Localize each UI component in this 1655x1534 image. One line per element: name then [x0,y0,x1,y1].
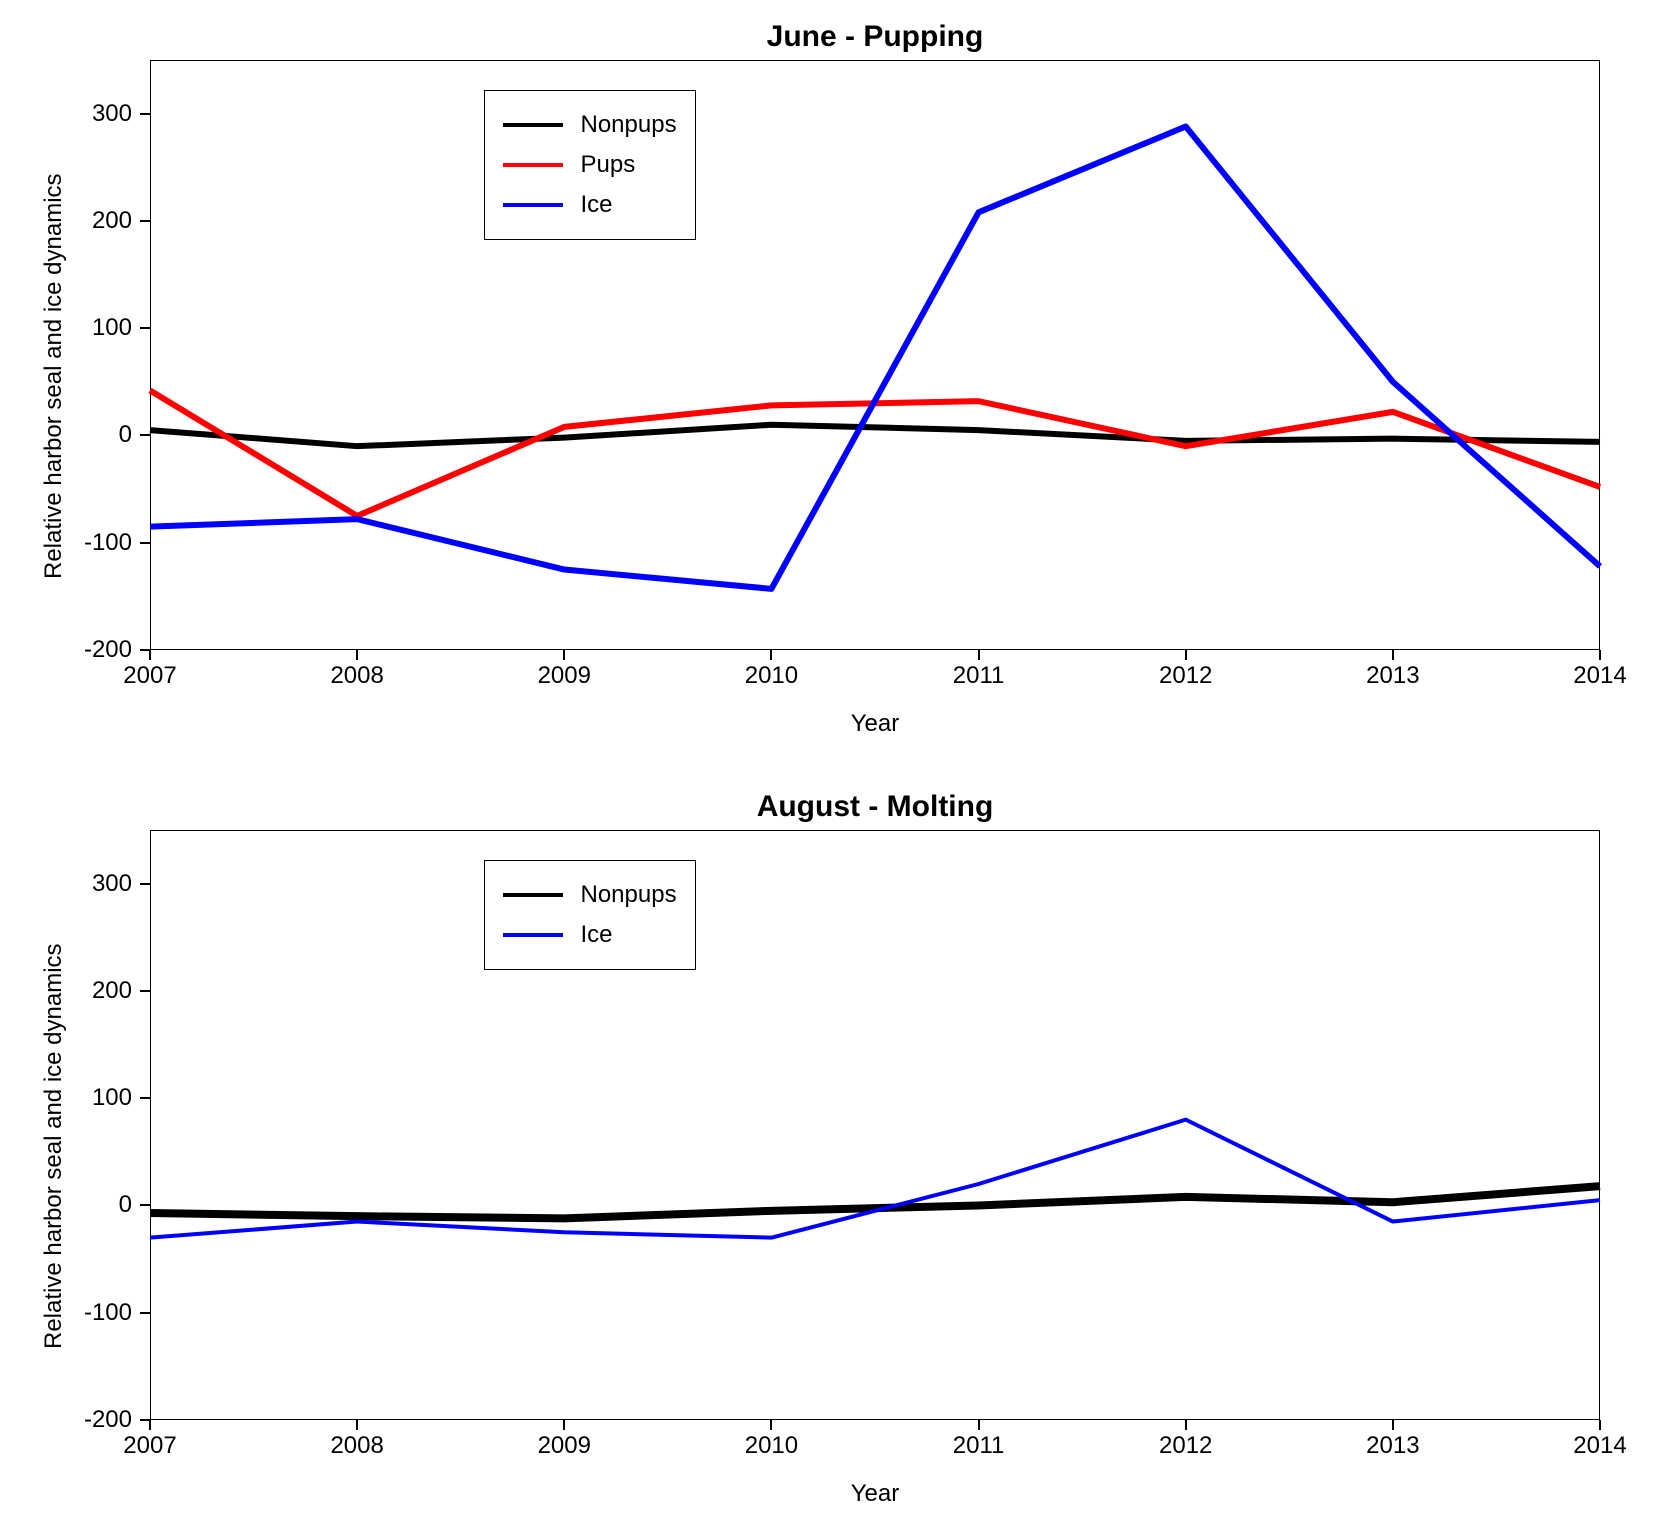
x-tick [563,650,565,660]
x-tick [563,1420,565,1430]
x-tick-label: 2010 [745,662,798,690]
x-tick [978,1420,980,1430]
y-tick-label: -200 [52,1406,132,1434]
y-tick [140,990,150,992]
legend-label: Nonpups [581,881,677,909]
y-tick-label: 300 [52,100,132,128]
y-tick [140,220,150,222]
x-tick [356,650,358,660]
x-tick-label: 2014 [1573,662,1626,690]
legend-top: Nonpups Pups Ice [484,90,696,240]
x-tick [1392,650,1394,660]
legend-item: Nonpups [503,105,677,145]
x-tick [356,1420,358,1430]
legend-label: Nonpups [581,111,677,139]
legend-swatch [503,893,563,897]
x-axis-title-top: Year [150,710,1600,738]
x-tick [770,1420,772,1430]
x-tick-label: 2013 [1366,662,1419,690]
y-tick [140,1312,150,1314]
series-nonpups [150,1186,1600,1218]
y-tick-label: -200 [52,636,132,664]
x-tick [1185,1420,1187,1430]
y-tick [140,883,150,885]
x-tick-label: 2009 [538,662,591,690]
x-tick-label: 2008 [330,1432,383,1460]
y-tick [140,1204,150,1206]
legend-item: Pups [503,145,677,185]
x-tick-label: 2007 [123,1432,176,1460]
x-tick [1392,1420,1394,1430]
legend-bottom: Nonpups Ice [484,860,696,970]
panel-bottom: August - Molting-200-1000100200300200720… [150,830,1600,1420]
legend-label: Ice [581,921,613,949]
series-nonpups [150,425,1600,446]
y-tick-label: 300 [52,870,132,898]
y-tick [140,1097,150,1099]
y-tick [140,113,150,115]
x-tick [1599,650,1601,660]
legend-item: Ice [503,915,677,955]
x-axis-title-bottom: Year [150,1480,1600,1508]
x-tick-label: 2012 [1159,662,1212,690]
x-tick-label: 2009 [538,1432,591,1460]
x-tick [149,650,151,660]
legend-swatch [503,203,563,207]
chart-lines-bottom [150,830,1600,1420]
legend-label: Pups [581,151,636,179]
x-tick [149,1420,151,1430]
chart-lines-top [150,60,1600,650]
x-tick-label: 2012 [1159,1432,1212,1460]
x-tick-label: 2010 [745,1432,798,1460]
series-pups [150,390,1600,516]
y-axis-title-bottom: Relative harbor seal and ice dynamics [40,944,68,1350]
legend-swatch [503,163,563,167]
legend-label: Ice [581,191,613,219]
x-tick-label: 2008 [330,662,383,690]
x-tick [978,650,980,660]
panel-top: June - Pupping-200-100010020030020072008… [150,60,1600,650]
x-tick [770,650,772,660]
x-tick-label: 2007 [123,662,176,690]
legend-swatch [503,123,563,127]
x-tick-label: 2014 [1573,1432,1626,1460]
x-tick-label: 2011 [953,662,1005,690]
legend-swatch [503,933,563,937]
x-tick [1599,1420,1601,1430]
panel-title-bottom: August - Molting [150,790,1600,824]
x-tick-label: 2013 [1366,1432,1419,1460]
x-tick-label: 2011 [953,1432,1005,1460]
series-ice [150,127,1600,589]
x-tick [1185,650,1187,660]
y-tick [140,542,150,544]
legend-item: Nonpups [503,875,677,915]
panel-title-top: June - Pupping [150,20,1600,54]
y-tick [140,434,150,436]
y-tick [140,327,150,329]
legend-item: Ice [503,185,677,225]
figure-container: June - Pupping-200-100010020030020072008… [0,0,1655,1534]
y-axis-title-top: Relative harbor seal and ice dynamics [40,174,68,580]
